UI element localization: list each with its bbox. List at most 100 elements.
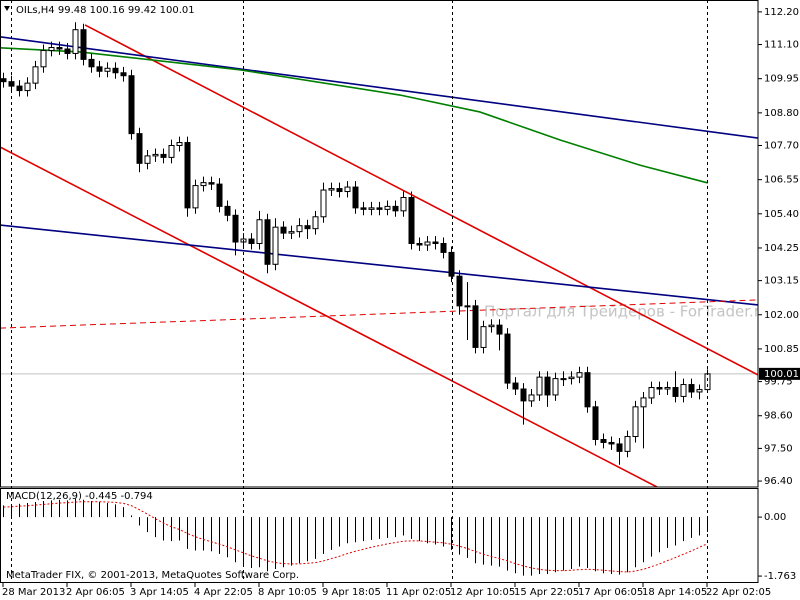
candle-body (704, 373, 711, 391)
watermark: Портал для Трейдеров - ForTrader.ru (484, 303, 770, 321)
candle-body (432, 241, 439, 244)
candle-body (256, 219, 263, 244)
y-tick-label: -1.763 (764, 571, 796, 582)
candle-body (496, 324, 503, 335)
candle-body (648, 387, 655, 399)
candle-body (520, 388, 527, 402)
candle-body (480, 326, 487, 348)
period-separators (11, 0, 708, 583)
chart-title: OILs,H4 99.48 100.16 99.42 100.01 (16, 5, 195, 16)
candle-body (448, 251, 455, 277)
current-price-box (759, 367, 800, 380)
candle-body (584, 372, 591, 408)
candle-body (96, 66, 103, 72)
candle-body (48, 47, 55, 51)
trend-line (0, 224, 758, 306)
candle-body (224, 205, 231, 216)
candle-body (560, 378, 567, 381)
candle-body (112, 67, 119, 74)
candle-body (664, 387, 671, 390)
candle-body (232, 214, 239, 243)
candle-body (392, 205, 399, 212)
candle-body (104, 67, 111, 72)
y-tick-label: 108.80 (764, 108, 799, 119)
candle-body (352, 186, 359, 209)
axes: 112.20 111.10 109.95 108.80 107.70 106.55 105.… (2, 7, 800, 598)
candle-body (280, 226, 287, 234)
menu-triangle[interactable] (4, 6, 10, 11)
x-tick-label: 9 Apr 18:05 (322, 587, 381, 598)
y-tick-label: 99.75 (764, 377, 793, 388)
candle-body (216, 183, 223, 207)
y-tick-label: 109.95 (764, 74, 799, 85)
trend-line (0, 299, 758, 329)
candle-body (208, 182, 215, 185)
x-tick-label: 12 Apr 10:05 (450, 587, 515, 598)
candle-body (296, 225, 303, 233)
candle-body (56, 47, 63, 50)
macd-window (3, 498, 708, 576)
candle-body (632, 406, 639, 438)
y-tick-label: 112.20 (764, 7, 799, 18)
candle-body (544, 376, 551, 396)
candle-body (80, 29, 87, 60)
candle-body (200, 182, 207, 187)
candle-body (592, 406, 599, 440)
y-tick-label: 107.70 (764, 141, 799, 152)
x-tick-label: 8 Apr 10:05 (258, 587, 317, 598)
current-price-label: 100.01 (764, 369, 799, 380)
candle-body (408, 196, 415, 245)
candle-body (608, 441, 615, 445)
trend-line (0, 47, 709, 184)
candle-body (504, 333, 511, 384)
trend-line (84, 24, 758, 376)
x-tick-label: 18 Apr 14:05 (642, 587, 707, 598)
candle-body (680, 384, 687, 397)
x-tick-label: 11 Apr 02:05 (386, 587, 451, 598)
candle-body (384, 205, 391, 210)
y-tick-label: 100.85 (764, 344, 799, 355)
candle-body (424, 241, 431, 246)
x-tick-label: 3 Apr 14:05 (130, 587, 189, 598)
candle-body (184, 142, 191, 209)
candle-body (640, 397, 647, 408)
candle-body (616, 443, 623, 452)
candle-body (312, 216, 319, 230)
candle-body (416, 243, 423, 246)
y-tick-label: 104.25 (764, 243, 799, 254)
price-frame (0, 0, 759, 488)
x-tick-label: 15 Apr 22:05 (514, 587, 579, 598)
candle-body (24, 82, 31, 92)
candle-body (152, 153, 159, 157)
trend-line (0, 36, 758, 139)
candle-body (40, 49, 47, 68)
candle-body (16, 85, 23, 92)
candle-body (472, 305, 479, 348)
candle-body (88, 58, 95, 68)
y-tick-label: 106.55 (764, 175, 799, 186)
candle-body (272, 226, 279, 265)
candle-body (688, 384, 695, 393)
candle-body (192, 185, 199, 209)
candle-body (568, 376, 575, 380)
y-tick-label: 98.60 (764, 411, 793, 422)
candle-body (248, 238, 255, 244)
x-tick-label: 22 Apr 02:05 (706, 587, 771, 598)
footer: MetaTrader FIX, © 2001-2013, MetaQuotes … (6, 570, 299, 581)
candle-body (0, 78, 7, 83)
candle-body (72, 29, 79, 54)
signal-line (3, 501, 708, 573)
x-tick-label: 2 Apr 06:05 (66, 587, 125, 598)
candle-body (488, 324, 495, 328)
candle-body (552, 378, 559, 396)
candle-body (64, 48, 71, 54)
candle-body (456, 275, 463, 307)
candle-body (400, 196, 407, 212)
candle-body (360, 207, 367, 210)
candle-body (576, 372, 583, 378)
candle-body (696, 389, 703, 393)
y-tick-label: 111.10 (764, 40, 799, 51)
candle-body (288, 231, 295, 234)
macd-frame (0, 488, 759, 583)
candle-body (536, 376, 543, 396)
